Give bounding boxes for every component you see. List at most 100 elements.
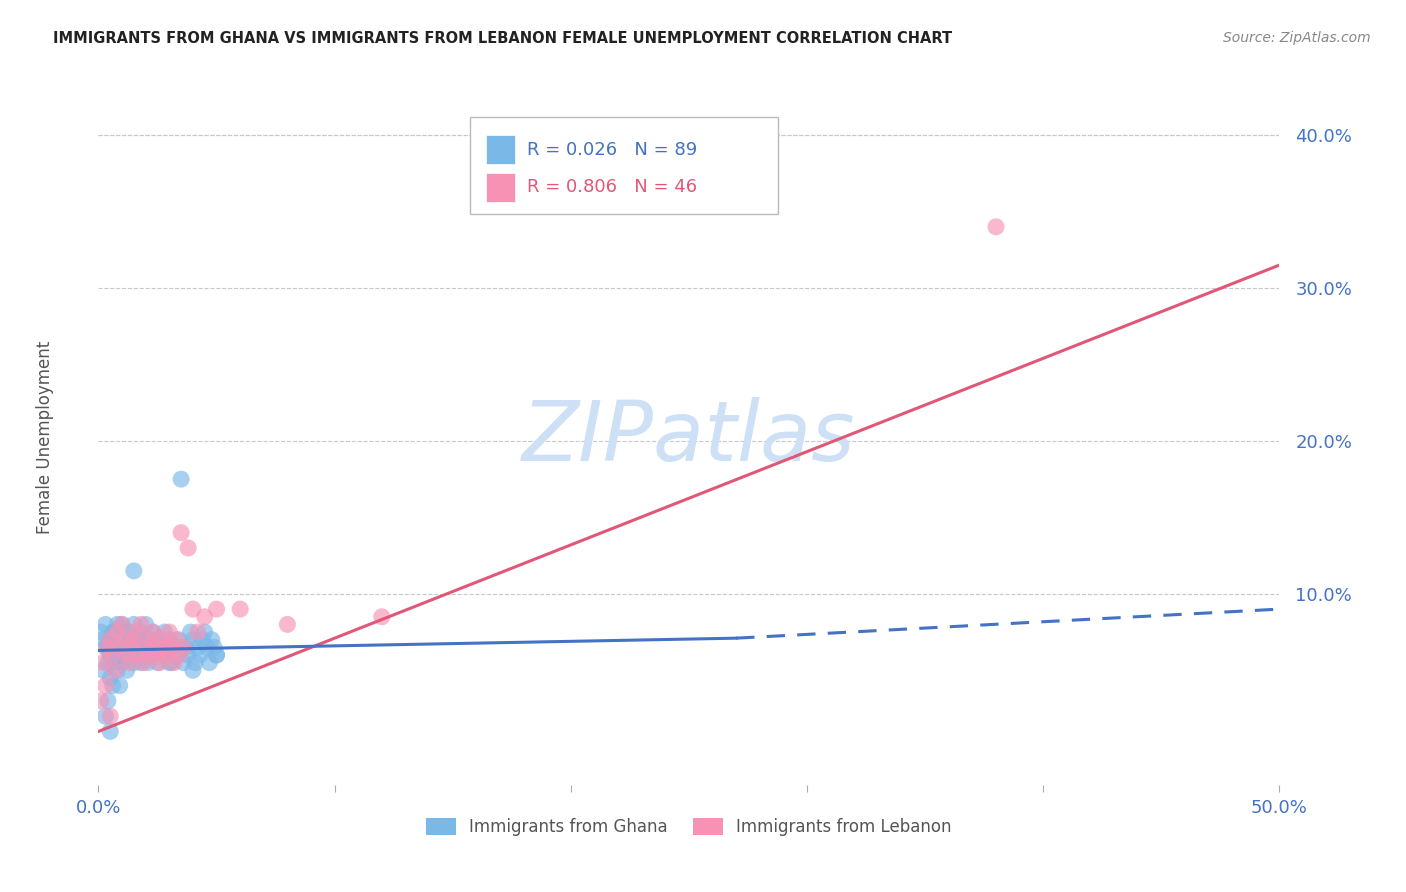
Point (101, 648, 124, 662)
Point (112, 632, 135, 647)
Point (91, 656, 114, 670)
Point (125, 648, 148, 662)
Point (98, 709, 121, 723)
Point (98, 632, 121, 647)
Point (201, 632, 224, 647)
Point (125, 640, 148, 655)
Point (98, 648, 121, 662)
Point (177, 648, 200, 662)
FancyBboxPatch shape (486, 135, 516, 164)
Point (115, 648, 138, 662)
Point (205, 648, 228, 662)
Point (205, 648, 228, 662)
Point (181, 663, 204, 677)
Point (156, 640, 179, 655)
Point (187, 625, 209, 640)
Point (104, 625, 127, 640)
Point (165, 632, 187, 647)
Point (198, 656, 221, 670)
Point (94, 640, 117, 655)
Point (194, 609, 217, 624)
Point (112, 648, 135, 662)
Point (153, 625, 176, 640)
Point (129, 656, 152, 670)
Point (98, 648, 121, 662)
Point (165, 648, 187, 662)
Point (146, 648, 169, 662)
Point (142, 625, 165, 640)
Point (174, 640, 197, 655)
Point (163, 656, 186, 670)
Point (108, 640, 131, 655)
Point (149, 640, 172, 655)
Point (157, 632, 180, 647)
Point (104, 663, 127, 677)
Point (149, 656, 172, 670)
Point (188, 648, 211, 662)
Point (157, 625, 180, 640)
Point (143, 640, 166, 655)
Point (111, 617, 134, 632)
Point (122, 632, 145, 647)
Point (101, 632, 124, 647)
Point (105, 640, 128, 655)
Point (187, 640, 209, 655)
Point (97, 640, 120, 655)
Point (136, 640, 159, 655)
Point (146, 632, 169, 647)
Point (90, 694, 112, 708)
Point (90, 625, 112, 640)
Point (184, 656, 207, 670)
Point (205, 602, 228, 616)
Point (172, 656, 194, 670)
Point (139, 632, 162, 647)
Point (125, 625, 148, 640)
Point (143, 640, 166, 655)
Point (135, 640, 157, 655)
Point (121, 640, 143, 655)
Point (97, 640, 120, 655)
Point (105, 663, 128, 677)
Point (111, 617, 134, 632)
Point (104, 640, 127, 655)
Point (101, 625, 124, 640)
Point (276, 617, 298, 632)
Point (111, 640, 134, 655)
Point (108, 679, 131, 693)
Point (115, 663, 138, 677)
Point (160, 640, 183, 655)
Point (132, 640, 155, 655)
Point (132, 656, 155, 670)
Text: Source: ZipAtlas.com: Source: ZipAtlas.com (1223, 31, 1371, 45)
Point (104, 656, 127, 670)
Point (122, 564, 145, 578)
Point (177, 541, 200, 555)
Point (194, 625, 217, 640)
Point (105, 648, 128, 662)
Point (129, 617, 152, 632)
Point (118, 648, 141, 662)
Point (112, 632, 135, 647)
FancyBboxPatch shape (486, 173, 516, 202)
Point (111, 656, 134, 670)
Point (94, 709, 117, 723)
Point (129, 625, 152, 640)
Legend: Immigrants from Ghana, Immigrants from Lebanon: Immigrants from Ghana, Immigrants from L… (419, 811, 959, 843)
Point (150, 632, 173, 647)
Point (181, 632, 204, 647)
Point (98, 724, 121, 739)
Point (202, 640, 225, 655)
Point (128, 632, 150, 647)
Point (135, 632, 157, 647)
Point (105, 625, 128, 640)
Point (105, 617, 128, 632)
Point (98, 632, 121, 647)
Point (160, 656, 183, 670)
Point (122, 617, 145, 632)
Point (91, 632, 114, 647)
Point (181, 602, 204, 616)
Text: IMMIGRANTS FROM GHANA VS IMMIGRANTS FROM LEBANON FEMALE UNEMPLOYMENT CORRELATION: IMMIGRANTS FROM GHANA VS IMMIGRANTS FROM… (53, 31, 952, 46)
Point (121, 640, 143, 655)
Point (229, 602, 252, 616)
Text: ZIPatlas: ZIPatlas (522, 397, 856, 477)
